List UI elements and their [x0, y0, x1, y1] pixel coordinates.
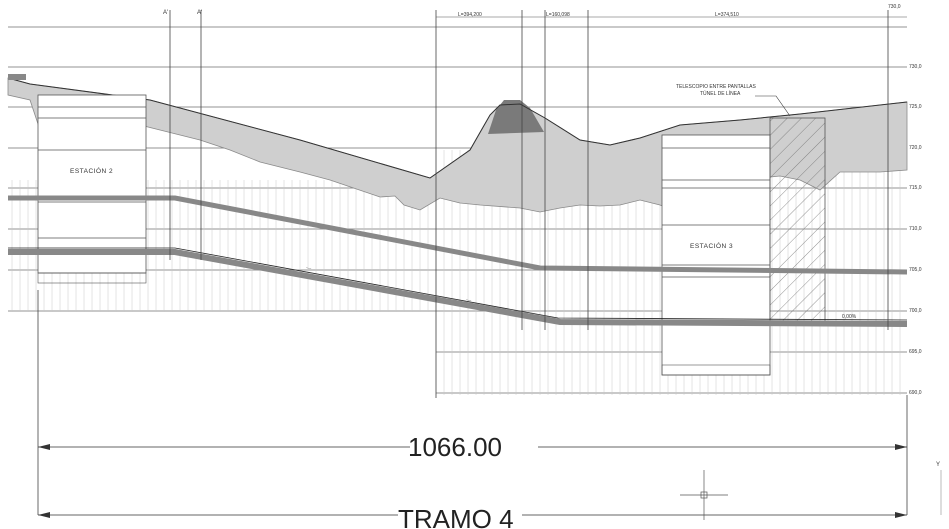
tramo-dimension: TRAMO 4	[38, 504, 907, 529]
slope-text-1: —	[306, 265, 312, 272]
telescopio-zone	[769, 117, 826, 324]
telescopio-text: TELESCOPIO ENTRE PANTALLAS	[676, 84, 757, 90]
ucs-y-axis-icon: Y	[936, 462, 942, 515]
length-dimension: 1066.00	[37, 290, 908, 515]
ground-surface-line	[7, 77, 908, 179]
estacion-3-dim-box	[661, 364, 771, 376]
elevation-tick: 710,0	[909, 226, 922, 232]
slope-text-2: —	[466, 297, 472, 304]
estacion-3-box: ESTACIÓN 3	[661, 134, 771, 376]
tunel-text: TÚNEL DE LÍNEA	[700, 90, 741, 97]
tunnel-lower	[8, 247, 908, 327]
elevation-tick: 730,0	[909, 64, 922, 70]
elevation-tick: 725,0	[909, 104, 922, 110]
stationing-2: L=160,098	[546, 12, 570, 18]
estacion-2-label: ESTACIÓN 2	[70, 166, 113, 175]
stationing-3: L=374,510	[715, 12, 739, 18]
elevation-tick: 690,0	[909, 390, 922, 396]
tramo-label: TRAMO 4	[398, 504, 514, 529]
elevation-tick: 695,0	[909, 349, 922, 355]
section-verticals	[169, 10, 889, 398]
stationing-header: L=394,200 L=160,098 L=374,510 730,0	[436, 4, 907, 18]
surface-block	[8, 74, 26, 80]
elevation-tick: 720,0	[909, 145, 922, 151]
elevation-tick: 715,0	[909, 185, 922, 191]
elevation-tick: 700,0	[909, 308, 922, 314]
slope-end-label: 0,00%	[842, 314, 857, 320]
elevation-axis: 730,0 725,0 720,0 715,0 710,0 705,0 700,…	[909, 64, 922, 396]
estacion-3-label: ESTACIÓN 3	[690, 241, 733, 250]
stationing-1: L=394,200	[458, 12, 482, 18]
elevation-tick: 705,0	[909, 267, 922, 273]
length-dimension-text: 1066.00	[408, 432, 502, 462]
estacion-2-dim-box	[37, 272, 147, 284]
top-elevation-label: 730,0	[888, 4, 901, 10]
crosshair-cursor-icon	[680, 470, 728, 520]
tunnel-upper	[8, 195, 908, 275]
telescopio-annotation: TELESCOPIO ENTRE PANTALLAS TÚNEL DE LÍNE…	[676, 84, 791, 117]
estacion-2-box: ESTACIÓN 2	[37, 94, 147, 274]
rock-mound	[488, 100, 544, 134]
section-marker-1: A'	[163, 10, 168, 16]
section-marker-2: A'	[197, 10, 202, 16]
svg-text:Y: Y	[936, 462, 940, 468]
